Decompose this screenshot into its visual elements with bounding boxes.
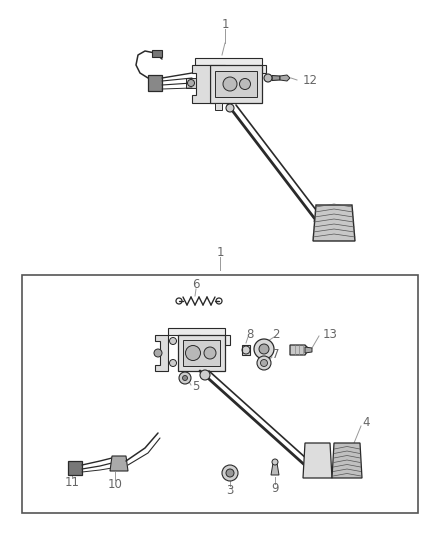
Polygon shape [210,65,262,103]
Polygon shape [280,75,290,81]
Polygon shape [148,75,162,91]
Polygon shape [215,103,222,110]
Polygon shape [305,347,312,353]
Polygon shape [271,463,279,475]
Polygon shape [168,328,230,345]
Text: 1: 1 [221,19,229,31]
Circle shape [170,359,177,367]
Text: 10: 10 [108,479,123,491]
Polygon shape [290,345,309,355]
Circle shape [200,370,210,380]
Polygon shape [186,78,196,88]
Circle shape [223,77,237,91]
Text: 3: 3 [226,483,234,497]
Circle shape [272,459,278,465]
Circle shape [226,104,234,112]
Text: 5: 5 [192,381,200,393]
Polygon shape [195,58,266,73]
Polygon shape [155,335,168,371]
Text: 1: 1 [216,246,224,260]
Circle shape [264,74,272,82]
Circle shape [261,359,268,367]
Circle shape [254,339,274,359]
Polygon shape [192,65,210,103]
Text: 12: 12 [303,74,318,86]
Circle shape [179,372,191,384]
Circle shape [186,345,201,360]
Text: 9: 9 [271,481,279,495]
Polygon shape [332,443,362,478]
Polygon shape [303,443,332,478]
Circle shape [259,344,269,354]
Text: 2: 2 [272,327,280,341]
Circle shape [222,465,238,481]
Text: 4: 4 [362,416,370,430]
Circle shape [240,78,251,90]
Polygon shape [272,76,280,80]
Circle shape [170,337,177,344]
Polygon shape [242,345,250,355]
Polygon shape [68,461,82,475]
Text: 6: 6 [192,279,200,292]
Circle shape [226,469,234,477]
Polygon shape [152,50,162,57]
Polygon shape [178,335,225,371]
Text: 7: 7 [272,349,280,361]
Circle shape [257,356,271,370]
Circle shape [204,347,216,359]
Circle shape [154,349,162,357]
Polygon shape [110,456,128,471]
Text: 13: 13 [322,327,337,341]
Text: 8: 8 [246,327,254,341]
Polygon shape [215,71,257,97]
Polygon shape [313,205,355,241]
Circle shape [183,376,187,381]
Text: 11: 11 [64,477,80,489]
Circle shape [187,79,194,86]
Polygon shape [183,340,220,366]
